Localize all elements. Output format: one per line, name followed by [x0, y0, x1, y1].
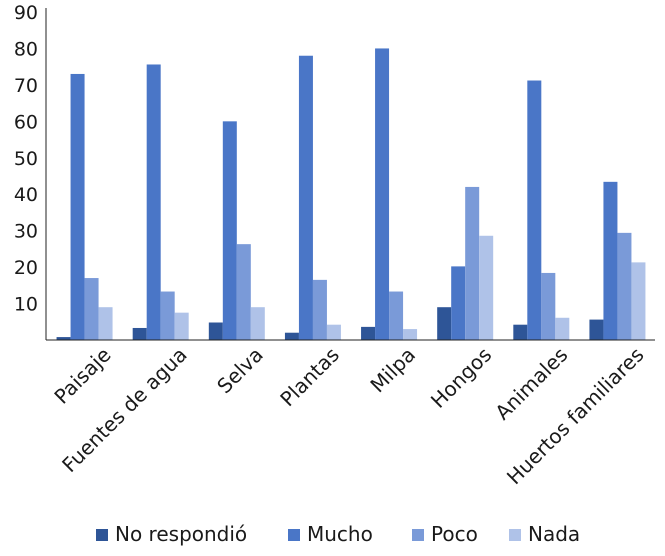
y-tick-label: 40	[14, 184, 38, 206]
bar-2-7	[527, 80, 542, 340]
legend-label-4: Nada	[528, 522, 580, 546]
bar-1-5	[361, 326, 376, 340]
bar-1-2	[132, 327, 147, 340]
y-tick-label: 50	[14, 148, 38, 170]
bar-1-6	[437, 307, 452, 340]
x-tick-label: Plantas	[275, 343, 344, 412]
bar-1-4	[284, 332, 299, 340]
y-tick-label: 10	[14, 294, 38, 316]
x-tick-label: Milpa	[365, 343, 420, 398]
legend-swatch-2	[288, 529, 300, 541]
legend-label-2: Mucho	[307, 522, 373, 546]
legend-swatch-3	[412, 529, 424, 541]
bars	[56, 48, 646, 340]
legend-label-1: No respondió	[115, 522, 247, 546]
bar-3-7	[541, 272, 556, 340]
x-tick-label: Animales	[490, 343, 572, 425]
bar-2-6	[451, 266, 466, 340]
bar-3-2	[160, 291, 175, 340]
y-tick-label: 70	[14, 75, 38, 97]
bar-4-3	[250, 307, 265, 340]
bar-3-6	[465, 186, 480, 340]
bar-1-8	[589, 319, 604, 340]
bar-4-1	[98, 307, 113, 340]
bar-2-4	[298, 55, 313, 340]
bar-3-5	[389, 291, 404, 340]
legend-label-3: Poco	[431, 522, 478, 546]
y-tick-label: 90	[14, 2, 38, 24]
bar-1-7	[513, 324, 528, 340]
legend-swatch-4	[509, 529, 521, 541]
y-tick-label: 80	[14, 38, 38, 60]
y-tick-label: 60	[14, 111, 38, 133]
bar-2-3	[222, 121, 237, 340]
x-tick-label: Selva	[212, 343, 268, 399]
bar-3-8	[617, 232, 632, 340]
bar-3-1	[84, 278, 99, 340]
bar-4-7	[555, 317, 570, 340]
bar-1-3	[208, 322, 223, 340]
bar-2-2	[146, 64, 161, 340]
bar-3-3	[236, 244, 251, 340]
y-tick-label: 30	[14, 221, 38, 243]
bar-2-8	[603, 181, 618, 340]
legend-swatch-1	[96, 529, 108, 541]
y-tick-label: 20	[14, 257, 38, 279]
y-axis: 10 20 30 40 50 60 70 80 90	[14, 2, 47, 340]
bar-2-5	[375, 48, 390, 340]
legend: No respondió Mucho Poco Nada	[96, 522, 580, 546]
x-tick-label: Paisaje	[49, 343, 115, 409]
bar-4-2	[174, 312, 189, 340]
bar-1-1	[56, 337, 71, 340]
bar-4-8	[631, 262, 646, 340]
x-tick-label: Huertos familiares	[502, 343, 649, 490]
bar-4-6	[479, 235, 494, 340]
bar-2-1	[70, 73, 85, 340]
bar-4-4	[326, 324, 341, 340]
bar-4-5	[403, 329, 418, 340]
x-tick-label: Hongos	[426, 343, 496, 413]
bar-3-4	[312, 279, 327, 340]
